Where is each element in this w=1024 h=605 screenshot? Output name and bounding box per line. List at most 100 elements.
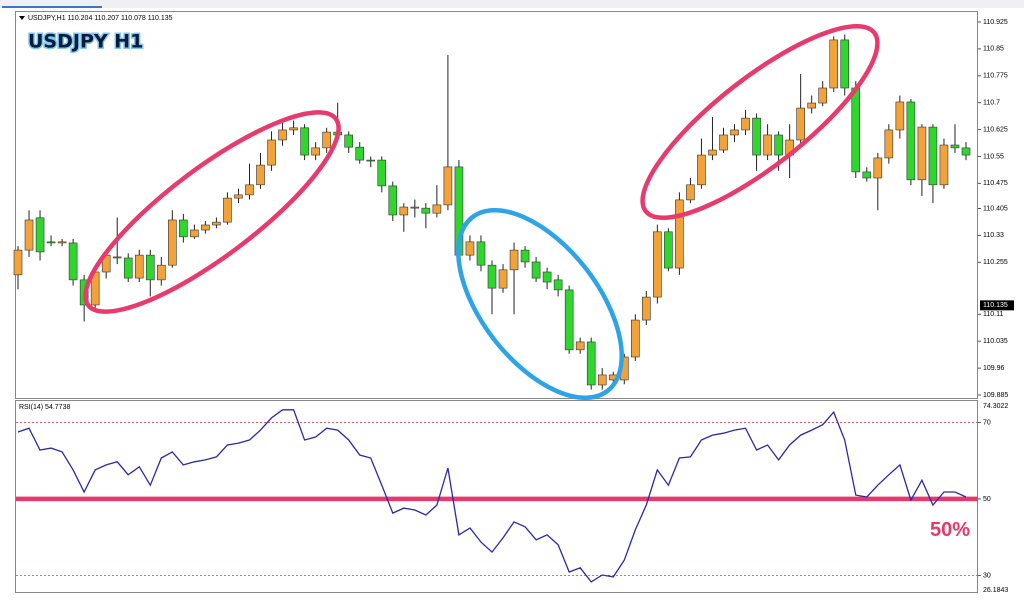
candle-body [564,289,574,351]
candle-body [13,249,23,276]
price-pane [15,11,978,399]
highlight-ellipse [456,208,624,400]
candle-body [763,134,772,156]
menu-arrow [19,16,25,20]
candle-body [642,296,651,321]
candle-body [928,126,938,186]
candle-body [377,159,387,187]
candle-body [344,134,353,148]
candle-body [256,164,265,186]
y-tick-label: 50 [983,496,991,503]
candle-body [179,219,188,238]
candle-body [278,129,287,141]
candle-body [553,279,563,291]
candle-body [697,154,706,186]
candle-body [829,39,839,89]
rsi-line [17,409,967,583]
candle-body [245,184,254,196]
symbol-title: USDJPY H1 [28,31,143,53]
candle-body [840,39,850,89]
y-tick-label: 110.85 [983,46,1004,53]
top-strip [0,0,1024,8]
highlight-ellipse [640,23,880,221]
candle-body [145,254,155,281]
highlights [83,23,880,400]
y-tick-label: 30 [983,572,991,579]
last-price-box [980,300,1014,311]
candle-body [895,101,905,131]
candle-body [311,147,320,156]
y-tick-label: 109.96 [983,365,1005,372]
candle-body [46,241,56,244]
candle-body [531,261,541,279]
candle-body [719,134,728,151]
candle-body [741,117,750,131]
candle-body [35,217,45,253]
candle-body [322,131,331,149]
candle-body [123,257,133,279]
candle-body [774,134,783,156]
candle-body [289,127,298,131]
candle-body [708,149,717,156]
candle-body [201,224,210,231]
candle-body [752,117,761,156]
candle-body [300,127,309,156]
highlight-ellipse [83,110,341,314]
candle-body [190,229,199,238]
annotation-label: 50% [930,519,970,541]
candle-body [807,102,816,109]
candle-body [818,87,827,104]
candle-body [939,144,949,186]
candle-body [631,319,640,358]
candle-body [465,241,475,256]
candle-body [686,184,695,201]
y-tick-label: 110.625 [983,126,1008,133]
candle-body [586,341,596,386]
candle-body [366,159,376,162]
candle-body [873,157,883,179]
candle-body [24,219,34,251]
candle-body [157,264,166,281]
y-tick-label: 110.925 [983,19,1008,26]
y-tick-label: 70 [983,419,991,426]
candle-body [917,126,927,181]
candle-body [223,197,232,223]
candle-body [542,271,552,283]
y-tick-label: 110.11 [983,311,1003,318]
candle-body [796,107,805,141]
y-tick-label: 109.885 [983,392,1008,399]
candle-body [597,374,607,386]
y-tick-label: 110.035 [983,338,1008,345]
y-tick-label: 110.33 [983,232,1004,239]
candle-body [112,256,122,259]
candle-body [884,129,894,159]
candle-body [961,147,971,156]
candle-body [653,231,662,298]
candle-body [388,185,398,216]
header: USDJPY,H1 110.204 110.207 110.078 110.13… [28,15,173,22]
candle-body [212,221,221,226]
y-limit-label: 74.3022 [983,403,1008,410]
y-tick-label: 110.55 [983,153,1004,160]
candle-body [675,199,684,269]
candle-body [355,146,365,161]
candle-body [134,254,144,279]
candle-body [399,206,409,216]
tab-indicator [2,6,102,8]
candle-body [432,204,442,214]
candle-body [410,206,420,209]
candle-body [520,249,530,263]
candle-body [234,194,243,199]
candle-body [443,166,453,206]
candle-body [68,242,78,281]
candle-body [421,207,431,214]
candle-body [57,241,67,244]
last-price-label: 110.135 [983,302,1008,309]
candle-body [730,129,739,136]
candle-body [168,219,177,266]
candle-body [575,341,585,351]
y-tick-label: 110.775 [983,73,1008,80]
y-tick-label: 110.405 [983,205,1008,212]
